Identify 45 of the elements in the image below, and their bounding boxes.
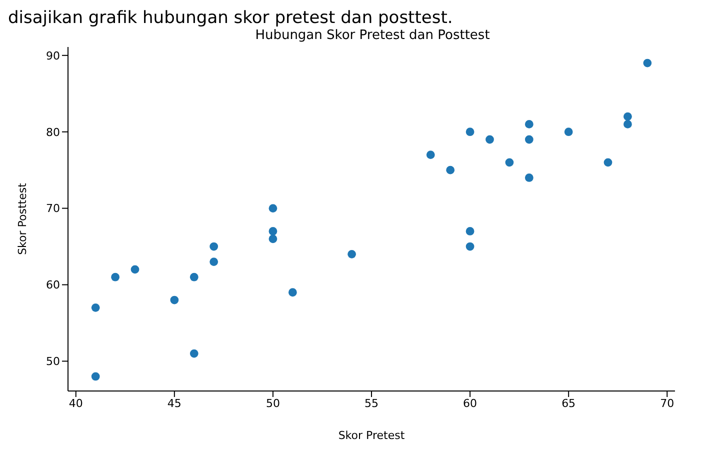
point (624, 112, 632, 121)
point (210, 258, 218, 266)
point (466, 242, 474, 251)
point (446, 166, 455, 174)
point (643, 58, 652, 68)
point (466, 227, 474, 236)
point (604, 158, 612, 167)
point (190, 349, 198, 358)
y-tick-label: 60 (46, 278, 60, 292)
x-tick-label: 65 (562, 396, 576, 410)
y-tick-label: 50 (46, 355, 60, 368)
point (268, 227, 278, 236)
point (524, 174, 534, 182)
point (524, 120, 534, 128)
point (268, 234, 278, 244)
point (505, 158, 514, 167)
point (466, 128, 474, 136)
point (130, 265, 140, 274)
point (624, 120, 632, 128)
point (268, 204, 278, 212)
point (91, 372, 100, 381)
x-tick-label: 50 (266, 396, 280, 410)
x-tick-label: 55 (364, 396, 378, 410)
y-tick-label: 90 (46, 49, 60, 62)
point (190, 272, 198, 282)
x-tick-label: 40 (68, 396, 83, 410)
chart-title: Hubungan Skor Pretest dan Posttest (254, 28, 491, 43)
y-tick-label: 70 (46, 202, 60, 216)
point (348, 250, 356, 258)
point (524, 135, 534, 144)
point (486, 135, 494, 144)
point (111, 272, 120, 282)
point (91, 303, 100, 312)
point (170, 296, 179, 304)
x-tick-label: 60 (463, 396, 478, 410)
x-axis-title: Skor Pretest (338, 429, 406, 442)
point (288, 288, 297, 297)
y-axis-title: Skor Posttest (16, 182, 29, 255)
x-tick-label: 45 (167, 396, 182, 410)
point (210, 242, 218, 251)
y-tick-label: 80 (46, 126, 60, 139)
point (426, 150, 435, 159)
point (564, 128, 573, 136)
text: disajikan grafik hubungan skor pretest dan posttest. (8, 8, 454, 28)
x-tick-label: 70 (660, 396, 674, 410)
